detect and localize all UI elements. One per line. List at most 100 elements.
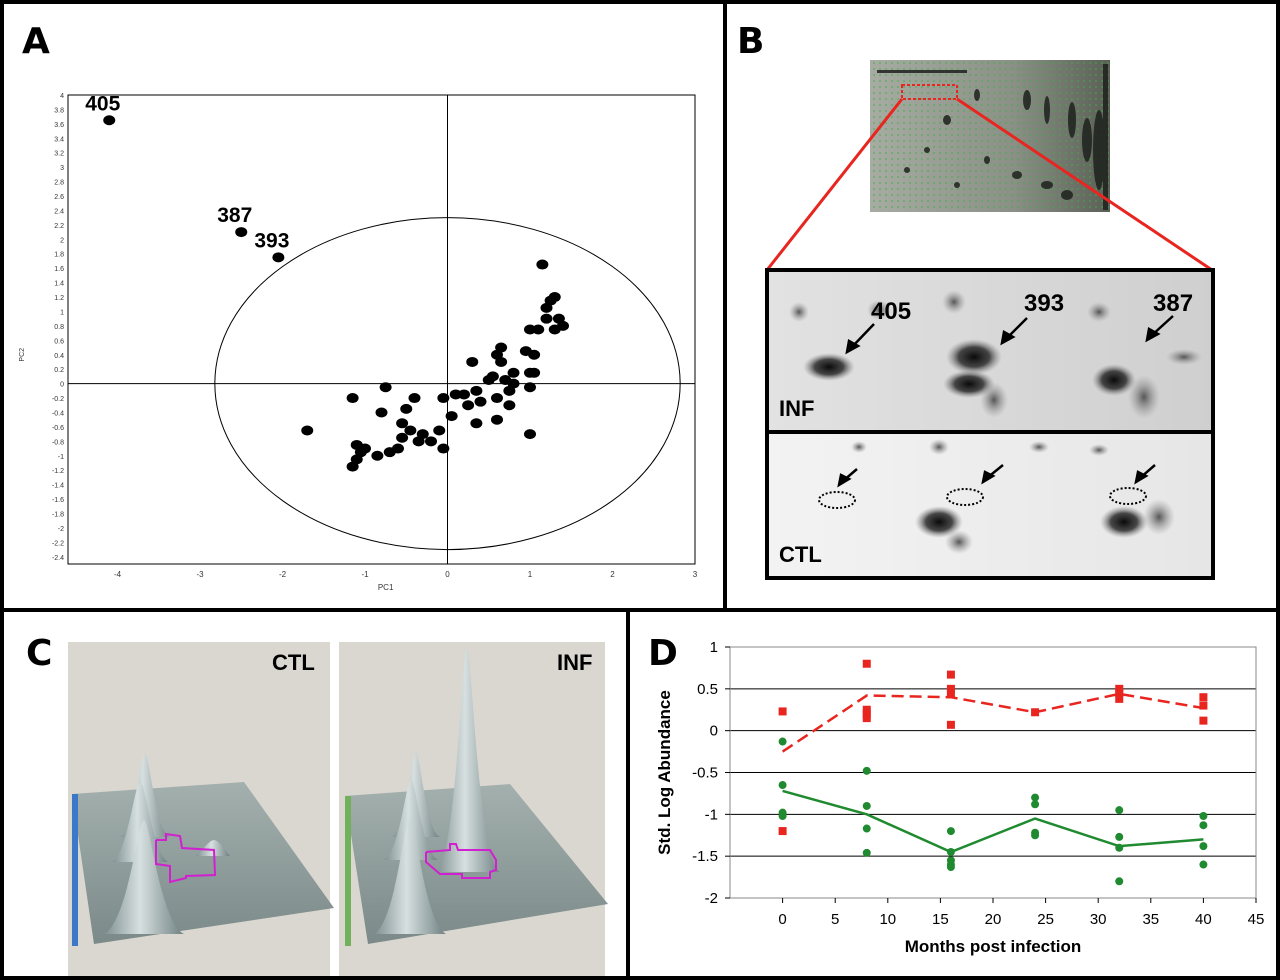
series-0-point bbox=[862, 659, 871, 668]
line-x-tick-label: 40 bbox=[1195, 911, 1212, 928]
pca-point bbox=[392, 443, 404, 454]
pca-point bbox=[400, 403, 413, 414]
surface-inf-label: INF bbox=[557, 650, 593, 675]
pca-point bbox=[540, 313, 553, 324]
pca-y-tick-label: 2.6 bbox=[54, 194, 64, 201]
pca-point bbox=[528, 367, 541, 378]
panel-d: D -2 -1.5 -1 -0.5 0 0.5 1 0 5 10 15 20 25 30 35 40 45 Mon… bbox=[630, 612, 1278, 978]
pca-y-tick-label: -1.8 bbox=[52, 511, 64, 518]
pca-point bbox=[470, 418, 483, 429]
line-y-tick-label: -1.5 bbox=[692, 848, 718, 865]
panel-a: A -4 -3 -2 -1 0 1 2 3 -2.4 -2.2 -2 -1.8 -1.6 -1.4 -1.2… bbox=[0, 0, 725, 610]
pca-y-tick-label: 0 bbox=[60, 382, 64, 389]
pca-y-tick-label: -0.2 bbox=[52, 396, 64, 403]
line-x-axis-label: Months post infection bbox=[905, 937, 1082, 956]
pca-point bbox=[524, 324, 536, 335]
pca-x-tick-label: -3 bbox=[196, 570, 204, 579]
pca-point-label-405: 405 bbox=[85, 92, 120, 115]
series-1-point bbox=[946, 847, 955, 856]
pca-y-tick-label: 1.6 bbox=[54, 266, 64, 273]
pca-point bbox=[532, 324, 545, 335]
gel-spot-label-393: 393 bbox=[1024, 290, 1065, 317]
pca-point bbox=[449, 389, 462, 400]
pca-point bbox=[462, 400, 475, 411]
pca-y-tick-label: -1.2 bbox=[52, 468, 64, 475]
line-x-tick-label: 30 bbox=[1090, 911, 1107, 928]
series-1-point bbox=[778, 812, 787, 821]
pca-point bbox=[491, 414, 503, 425]
pca-y-tick-label: 2.4 bbox=[54, 208, 64, 215]
series-1-point bbox=[778, 781, 787, 790]
pca-point bbox=[445, 411, 458, 422]
line-x-tick-label: 15 bbox=[932, 911, 949, 928]
pca-y-tick-label: 3.6 bbox=[54, 122, 64, 129]
pca-point bbox=[495, 342, 508, 353]
series-0-point bbox=[946, 689, 955, 698]
pca-point bbox=[425, 436, 437, 447]
pca-point bbox=[437, 443, 450, 454]
pca-y-tick-label: -1 bbox=[58, 454, 64, 461]
surface-ctl-label: CTL bbox=[272, 650, 315, 675]
pca-point bbox=[491, 393, 503, 404]
pca-point bbox=[416, 429, 429, 440]
pca-y-tick-label: -0.4 bbox=[52, 410, 64, 417]
series-0-point bbox=[778, 827, 787, 836]
pca-point bbox=[396, 432, 409, 443]
pca-x-axis-label: PC1 bbox=[378, 583, 394, 592]
series-1-point bbox=[1115, 877, 1124, 886]
line-y-axis-label: Std. Log Abundance bbox=[655, 690, 674, 855]
pca-y-tick-label: 1.2 bbox=[54, 295, 64, 302]
pca-y-tick-label: -2 bbox=[58, 526, 64, 533]
line-y-tick-label: 1 bbox=[710, 639, 718, 656]
pca-point bbox=[437, 393, 450, 404]
pca-y-tick-label: -1.6 bbox=[52, 497, 64, 504]
pca-x-tick-label: 0 bbox=[445, 570, 450, 579]
series-0-point bbox=[946, 720, 955, 729]
line-x-tick-label: 25 bbox=[1037, 911, 1054, 928]
series-0-point bbox=[946, 684, 955, 693]
pca-point bbox=[346, 393, 359, 404]
line-y-tick-label: -2 bbox=[705, 890, 718, 907]
pca-x-tick-label: -1 bbox=[361, 570, 369, 579]
line-x-tick-label: 45 bbox=[1248, 911, 1265, 928]
series-0-point bbox=[1199, 716, 1208, 725]
pca-point bbox=[503, 400, 516, 411]
pca-point bbox=[371, 450, 384, 461]
series-1-point bbox=[862, 801, 871, 810]
line-y-tick-label: -0.5 bbox=[692, 765, 718, 782]
pca-y-tick-label: 0.2 bbox=[54, 367, 64, 374]
pca-y-tick-label: -1.4 bbox=[52, 483, 64, 490]
pca-point bbox=[396, 418, 409, 429]
gel-inf-label: INF bbox=[779, 396, 815, 421]
series-1-point bbox=[946, 863, 955, 872]
pca-point bbox=[495, 356, 508, 367]
pca-point bbox=[548, 292, 561, 303]
pca-y-tick-label: 2 bbox=[60, 237, 64, 244]
panel-a-letter: A bbox=[22, 21, 50, 62]
surface-plots bbox=[68, 642, 608, 976]
pca-point bbox=[486, 371, 499, 382]
series-1-mean-line bbox=[782, 789, 1204, 854]
pca-y-tick-label: 2.2 bbox=[54, 223, 64, 230]
series-1-point bbox=[1031, 800, 1040, 809]
gel-ctl-label: CTL bbox=[779, 542, 822, 567]
panel-c: C bbox=[0, 612, 628, 978]
pca-y-tick-label: 0.4 bbox=[54, 353, 64, 360]
pca-point bbox=[524, 429, 536, 440]
line-x-tick-label: 35 bbox=[1142, 911, 1159, 928]
abundance-line-chart: -2-1.5-1-0.500.510 5 10 15 20 25 30 35 40 45Month… bbox=[655, 639, 1265, 956]
series-0-point bbox=[1115, 689, 1124, 698]
series-0-point bbox=[1031, 708, 1040, 717]
series-1-point bbox=[862, 824, 871, 833]
pca-x-tick-label: -4 bbox=[114, 570, 122, 579]
pca-y-tick-label: -2.2 bbox=[52, 540, 64, 547]
line-x-tick-label: 0 bbox=[778, 911, 786, 928]
series-1-point bbox=[1115, 806, 1124, 815]
gel-spot-label-405: 405 bbox=[871, 298, 912, 325]
series-0-point bbox=[778, 707, 787, 716]
line-x-tick-label: 5 bbox=[831, 911, 839, 928]
pca-scatter-chart: -4 -3 -2 -1 0 1 2 3 -2.4 -2.2 -2 -1.8 -1.6 -1.4 -1.2 -1… bbox=[19, 92, 698, 592]
line-y-tick-label: 0.5 bbox=[697, 681, 718, 698]
pca-x-tick-label: 2 bbox=[610, 570, 615, 579]
